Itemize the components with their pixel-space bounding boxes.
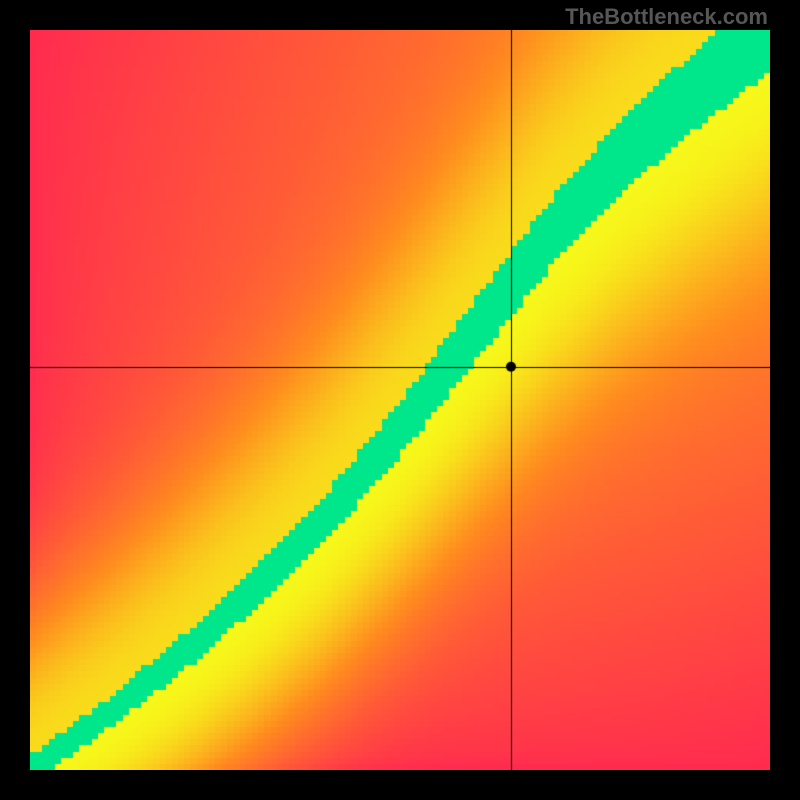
chart-container: TheBottleneck.com [0,0,800,800]
watermark-text: TheBottleneck.com [565,4,768,30]
heatmap-canvas [30,30,770,770]
